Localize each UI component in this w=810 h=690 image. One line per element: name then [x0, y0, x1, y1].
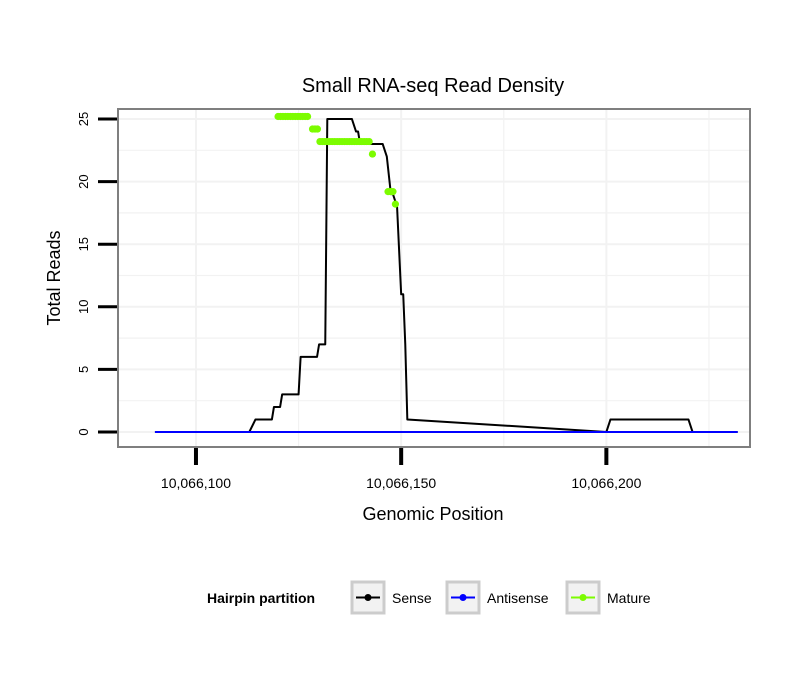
legend-item-mature: Mature [565, 580, 651, 615]
mature-point [304, 112, 312, 121]
legend-point-sense [364, 594, 372, 601]
y-tick-label: 10 [76, 300, 91, 314]
mature-points [274, 112, 400, 208]
y-tick-label: 5 [76, 366, 91, 373]
x-tick-label: 10,066,200 [571, 475, 641, 491]
grid [118, 109, 750, 447]
plot-border [117, 108, 751, 448]
chart-title: Small RNA-seq Read Density [302, 75, 564, 97]
x-axis: 10,066,100 10,066,150 10,066,200 [161, 448, 642, 491]
mature-point [313, 125, 322, 133]
y-tick-label: 25 [76, 112, 91, 126]
y-tick-label: 0 [76, 428, 91, 435]
legend: Hairpin partition Sense Antisense Mature [207, 580, 651, 615]
legend-item-sense: Sense [350, 580, 432, 615]
plot-panel [118, 109, 750, 447]
y-axis: 0 5 10 15 20 25 [76, 112, 117, 436]
mature-point [365, 137, 373, 146]
legend-point-antisense [459, 594, 467, 601]
series-line-sense [154, 118, 738, 433]
legend-label-antisense: Antisense [487, 590, 549, 606]
x-tick-label: 10,066,100 [161, 475, 231, 491]
legend-title: Hairpin partition [207, 590, 315, 606]
legend-item-antisense: Antisense [445, 580, 549, 615]
series-lines [154, 118, 738, 433]
legend-point-mature [579, 594, 587, 601]
x-axis-label: Genomic Position [362, 504, 503, 524]
mature-point [389, 188, 397, 196]
y-tick-label: 20 [76, 174, 91, 188]
y-axis-label: Total Reads [44, 230, 64, 325]
mature-point [368, 150, 377, 158]
legend-label-sense: Sense [392, 590, 432, 606]
y-tick-label: 15 [76, 237, 91, 251]
legend-label-mature: Mature [607, 590, 651, 606]
x-tick-label: 10,066,150 [366, 475, 436, 491]
mature-point [391, 200, 400, 208]
